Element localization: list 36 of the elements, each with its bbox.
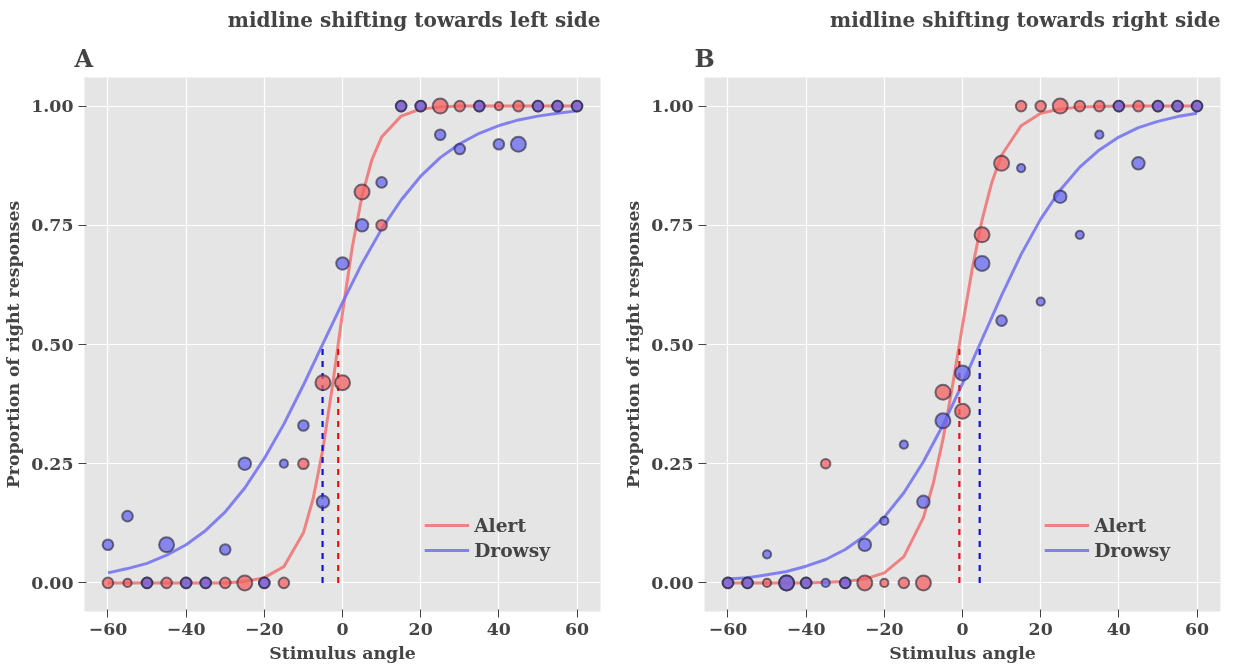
- chart-title: midline shifting towards right side: [830, 7, 1221, 32]
- x-tick-label: 20: [408, 618, 433, 639]
- y-tick-label: 1.00: [31, 96, 74, 117]
- text: A: [73, 43, 94, 73]
- x-tick-label: 60: [564, 618, 590, 639]
- x-tick-label: 40: [486, 618, 511, 639]
- y-tick-label: 0.00: [651, 572, 694, 593]
- y-tick-label: 0.00: [31, 572, 74, 593]
- y-tick-label: 0.50: [651, 334, 694, 355]
- legend-label: Drowsy: [1094, 539, 1170, 561]
- x-tick-label: −40: [166, 618, 206, 639]
- text: B: [694, 43, 715, 73]
- chart-title: midline shifting towards left side: [227, 7, 601, 32]
- legend-label: Alert: [1094, 514, 1147, 536]
- y-tick-label: 0.75: [31, 215, 74, 236]
- x-tick-label: 20: [1028, 618, 1053, 639]
- x-tick-label: 0: [956, 618, 969, 639]
- y-tick-label: 1.00: [651, 96, 694, 117]
- x-tick-label: 0: [336, 618, 349, 639]
- x-tick-label: −60: [88, 618, 128, 639]
- x-tick-label: −20: [865, 618, 904, 639]
- legend-label: Drowsy: [474, 539, 550, 561]
- y-tick-label: 0.75: [651, 215, 694, 236]
- y-tick-label: 0.25: [651, 453, 694, 474]
- x-tick-label: 60: [1184, 618, 1210, 639]
- x-tick-label: −20: [245, 618, 284, 639]
- x-axis-title: Stimulus angle: [889, 642, 1036, 663]
- y-tick-label: 0.50: [31, 334, 74, 355]
- x-tick-label: −40: [786, 618, 826, 639]
- x-axis-title: Stimulus angle: [269, 642, 416, 663]
- legend-label: Alert: [474, 514, 527, 536]
- x-tick-label: −60: [708, 618, 748, 639]
- x-tick-label: 40: [1106, 618, 1131, 639]
- y-axis-title: Proportion of right responses: [623, 200, 644, 489]
- y-tick-label: 0.25: [31, 453, 74, 474]
- y-axis-title: Proportion of right responses: [3, 200, 24, 489]
